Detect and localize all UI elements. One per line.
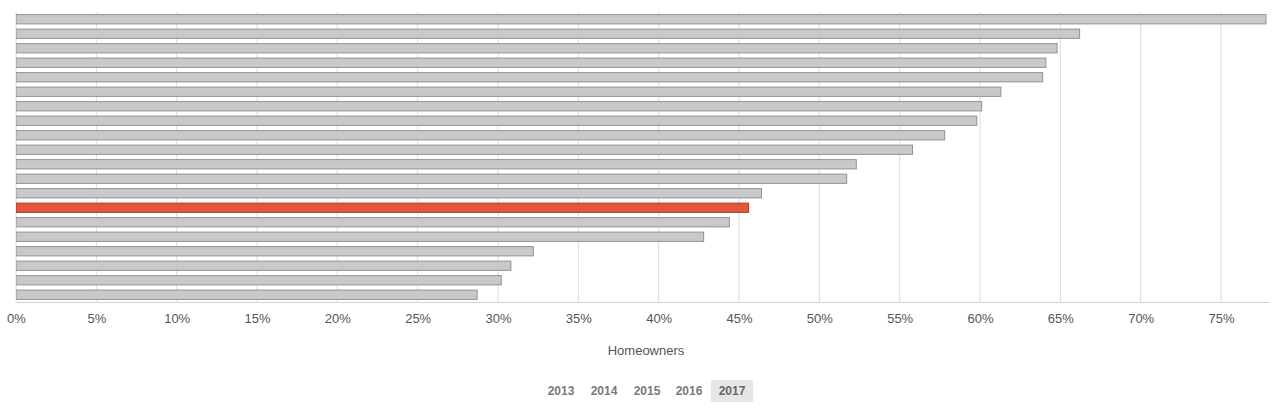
tick-label: 20% xyxy=(325,311,351,326)
axis-title: Homeowners xyxy=(608,343,685,358)
x-axis: 0% 5% 10% 15% 20% 25% 30% 35% 40% 45% 50% 55% 60% 65%… xyxy=(7,302,1270,326)
tick-label: 35% xyxy=(566,311,592,326)
bar xyxy=(16,160,856,169)
year-label[interactable]: 2014 xyxy=(591,384,618,398)
tick-label: 50% xyxy=(807,311,833,326)
bar xyxy=(16,261,511,270)
bar xyxy=(16,145,913,154)
tick: 35% xyxy=(566,302,592,326)
tick-label: 5% xyxy=(87,311,106,326)
tick-label: 60% xyxy=(967,311,993,326)
tick: 45% xyxy=(726,302,752,326)
chart: 0% 5% 10% 15% 20% 25% 30% 35% 40% 45% 50% 55% 60% 65%… xyxy=(0,0,1282,411)
year-button[interactable]: 2013 xyxy=(548,384,575,398)
tick: 5% xyxy=(87,302,106,326)
tick-label: 40% xyxy=(646,311,672,326)
year-label[interactable]: 2015 xyxy=(634,384,661,398)
tick-label: 45% xyxy=(726,311,752,326)
tick: 15% xyxy=(244,302,270,326)
tick-label: 25% xyxy=(405,311,431,326)
grid-line xyxy=(739,12,740,302)
grid-line xyxy=(16,12,17,302)
tick-label: 30% xyxy=(485,311,511,326)
tick: 30% xyxy=(485,302,511,326)
bar xyxy=(16,116,977,125)
bar xyxy=(16,131,945,140)
bar xyxy=(16,29,1080,38)
bar xyxy=(16,290,477,299)
grid-line xyxy=(176,12,177,302)
tick-label: 70% xyxy=(1128,311,1154,326)
bar xyxy=(16,174,847,183)
tick-label: 15% xyxy=(244,311,270,326)
tick: 55% xyxy=(887,302,913,326)
grid-line xyxy=(1140,12,1141,302)
tick: 10% xyxy=(164,302,190,326)
bar xyxy=(16,87,1001,96)
year-selector: 2013 2014 2015 2016 2017 xyxy=(548,380,753,402)
axis-line xyxy=(17,302,1270,303)
y-axis xyxy=(16,13,18,303)
grid-line xyxy=(96,12,97,302)
bar xyxy=(16,44,1057,53)
grid-line xyxy=(417,12,418,302)
grid-line xyxy=(658,12,659,302)
year-button-bg[interactable] xyxy=(711,380,753,402)
grid-line xyxy=(578,12,579,302)
bar xyxy=(16,102,982,111)
year-button[interactable]: 2015 xyxy=(634,384,661,398)
year-button[interactable]: 2017 xyxy=(711,380,753,402)
grid-line xyxy=(1060,12,1061,302)
tick: 60% xyxy=(967,302,993,326)
grid-line xyxy=(980,12,981,302)
tick: 75% xyxy=(1208,302,1234,326)
bar xyxy=(16,73,1043,82)
grid-line xyxy=(819,12,820,302)
year-label[interactable]: 2017 xyxy=(719,384,746,398)
grid-line xyxy=(899,12,900,302)
tick: 20% xyxy=(325,302,351,326)
year-label[interactable]: 2016 xyxy=(676,384,703,398)
grid-line xyxy=(1221,12,1222,302)
tick: 70% xyxy=(1128,302,1154,326)
tick-label: 75% xyxy=(1208,311,1234,326)
bar xyxy=(16,203,749,212)
bar xyxy=(16,276,501,285)
tick-label: 10% xyxy=(164,311,190,326)
grid-line xyxy=(498,12,499,302)
bar xyxy=(16,218,729,227)
tick: 65% xyxy=(1048,302,1074,326)
year-button[interactable]: 2014 xyxy=(591,384,618,398)
tick: 0% xyxy=(7,302,26,326)
axis-line xyxy=(16,13,17,303)
grid xyxy=(16,12,1221,302)
tick-label: 55% xyxy=(887,311,913,326)
tick-label: 65% xyxy=(1048,311,1074,326)
grid-line xyxy=(337,12,338,302)
tick: 50% xyxy=(807,302,833,326)
tick-label: 0% xyxy=(7,311,26,326)
bar xyxy=(16,232,704,241)
bar xyxy=(16,189,762,198)
tick: 40% xyxy=(646,302,672,326)
grid-line xyxy=(257,12,258,302)
bar xyxy=(16,15,1266,24)
bars xyxy=(16,15,1266,300)
bar xyxy=(16,58,1046,67)
year-button[interactable]: 2016 xyxy=(676,384,703,398)
year-label[interactable]: 2013 xyxy=(548,384,575,398)
bar xyxy=(16,247,533,256)
tick: 25% xyxy=(405,302,431,326)
